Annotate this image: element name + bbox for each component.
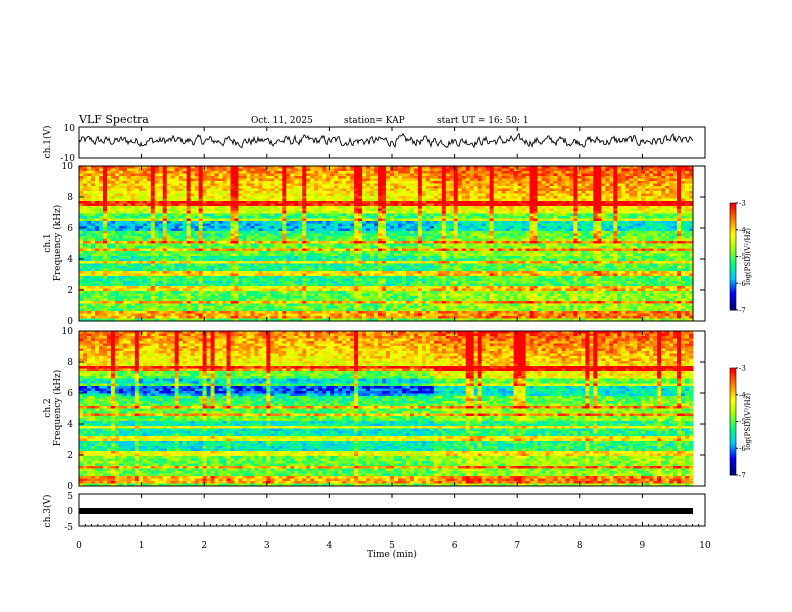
xtick-label: 4 xyxy=(327,541,333,551)
date-label: Oct. 11, 2025 xyxy=(251,116,313,126)
colorbar-tick-label: -3 xyxy=(739,200,746,208)
ch2-spectrogram-image xyxy=(79,331,694,487)
colorbar-tick-label: -7 xyxy=(739,307,746,315)
ytick-label: 10 xyxy=(62,162,74,172)
figure-title: VLF Spectra xyxy=(78,113,149,126)
xtick-label: 7 xyxy=(514,541,520,551)
station-label: station= KAP xyxy=(344,116,405,126)
ch3-ytick-bottom: -5 xyxy=(64,523,73,533)
colorbar-tick-label: -5 xyxy=(739,253,746,261)
ytick-label: 6 xyxy=(67,224,73,234)
ch2-spec-ylabel: Frequency (kHz) xyxy=(52,370,63,447)
ch3-waveform-panel: 5 0 -5 ch.3(V) xyxy=(42,492,706,533)
ytick-label: 4 xyxy=(67,420,73,430)
colorbar-label: log(PSD)(V²/Hz) xyxy=(744,228,752,285)
ch1-spec-ylabel-top: ch.1 xyxy=(43,233,53,252)
ytick-label: 0 xyxy=(67,317,73,327)
ch3-ytick-mid: 0 xyxy=(67,507,73,517)
colorbar-label: log(PSD)(V²/Hz) xyxy=(744,393,752,450)
ytick-label: 2 xyxy=(67,451,73,461)
colorbar-tick-label: -3 xyxy=(739,365,746,373)
xtick-label: 9 xyxy=(640,541,646,551)
ch3-ylabel: ch.3(V) xyxy=(42,495,53,528)
ch2-spectrogram-panel: 0 2 4 6 8 10 ch.2 Frequency (kHz) xyxy=(43,327,706,492)
ch1-colorbar: -3 -4 -5 -6 -7 log(PSD)(V²/Hz) xyxy=(729,200,752,315)
ch1-spec-ylabel: Frequency (kHz) xyxy=(52,205,63,282)
ytick-label: 4 xyxy=(67,255,73,265)
ch1-waveform-panel: 10 -10 ch.1(V) xyxy=(42,124,706,164)
ch1-spectrogram-image xyxy=(79,166,694,322)
ytick-label: 2 xyxy=(67,286,73,296)
ch2-colorbar: -3 -4 -5 -6 -7 log(PSD)(V²/Hz) xyxy=(729,365,752,480)
ch1-ylabel: ch.1(V) xyxy=(42,126,53,159)
colorbar-tick-label: -6 xyxy=(739,280,746,288)
ytick-label: 8 xyxy=(67,358,73,368)
ch3-ytick-top: 5 xyxy=(67,492,73,502)
xtick-label: 6 xyxy=(452,541,458,551)
colorbar-tick-label: -4 xyxy=(739,226,746,234)
ytick-label: 6 xyxy=(67,389,73,399)
colorbar-tick-label: -5 xyxy=(739,418,746,426)
xtick-label: 8 xyxy=(577,541,583,551)
ytick-label: 0 xyxy=(67,482,73,492)
ch3-waveform-line xyxy=(79,508,693,514)
xtick-label: 2 xyxy=(201,541,207,551)
xtick-label: 5 xyxy=(389,541,395,551)
start-time-label: start UT = 16: 50: 1 xyxy=(437,116,529,126)
ytick-label: 8 xyxy=(67,193,73,203)
colorbar-tick-label: -7 xyxy=(739,472,746,480)
xtick-label: 10 xyxy=(699,541,711,551)
xtick-label: 3 xyxy=(264,541,270,551)
xtick-label: 1 xyxy=(139,541,145,551)
ytick-label: 10 xyxy=(62,327,74,337)
ch1-ytick-bottom: -10 xyxy=(61,154,76,164)
time-axis-label: Time (min) xyxy=(367,549,417,560)
time-axis: 0 1 2 3 4 5 6 7 8 9 10 xyxy=(76,127,711,551)
xtick-label: 0 xyxy=(76,541,82,551)
ch1-waveform-line xyxy=(78,132,694,149)
colorbar-tick-label: -4 xyxy=(739,391,746,399)
ch1-spectrogram-panel: 0 2 4 6 8 10 ch.1 Frequency (kHz) xyxy=(43,162,706,327)
ch2-spec-ylabel-top: ch.2 xyxy=(43,398,53,417)
colorbar-tick-label: -6 xyxy=(739,445,746,453)
ch1-ytick-top: 10 xyxy=(64,124,76,134)
